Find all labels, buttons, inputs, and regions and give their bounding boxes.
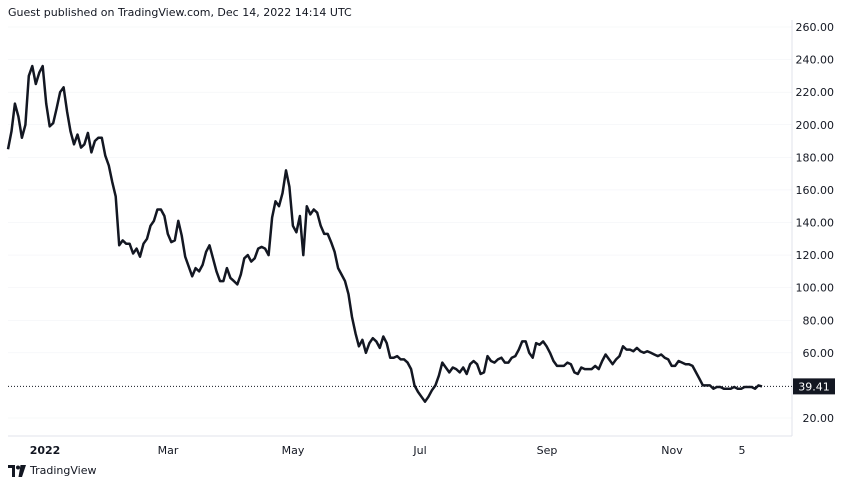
- y-tick-label: 100.00: [796, 282, 835, 295]
- y-tick-label: 160.00: [796, 184, 835, 197]
- last-price-label: 39.41: [793, 378, 835, 395]
- y-tick-label: 20.00: [803, 412, 835, 425]
- x-tick-label: Sep: [537, 444, 558, 457]
- x-tick-label: Jul: [412, 444, 426, 457]
- tradingview-logo-icon: [8, 464, 26, 477]
- y-tick-label: 120.00: [796, 249, 835, 262]
- x-tick-label: Mar: [158, 444, 179, 457]
- price-axis[interactable]: 260.00 240.00 220.00 200.00 180.00 160.00 140.…: [796, 21, 835, 425]
- last-price-label-text: 39.41: [798, 380, 830, 393]
- x-tick-label: 5: [739, 444, 746, 457]
- y-tick-label: 240.00: [796, 54, 835, 67]
- last-price-label-bg: [793, 378, 835, 395]
- y-tick-label: 80.00: [803, 314, 835, 327]
- price-series-line: [6, 64, 763, 403]
- y-tick-label: 140.00: [796, 217, 835, 230]
- footer-brand: TradingView: [30, 464, 97, 477]
- publish-info: Guest published on TradingView.com, Dec …: [8, 6, 352, 19]
- x-tick-label: May: [282, 444, 305, 457]
- y-tick-label: 60.00: [803, 347, 835, 360]
- tradingview-footer: TradingView: [8, 464, 96, 477]
- y-tick-label: 260.00: [796, 21, 835, 34]
- x-tick-label: 2022: [30, 444, 61, 457]
- y-tick-label: 180.00: [796, 151, 835, 164]
- time-axis[interactable]: 2022 Mar May Jul Sep Nov 5: [30, 444, 746, 457]
- grid: [8, 26, 792, 419]
- y-tick-label: 200.00: [796, 119, 835, 132]
- y-tick-label: 220.00: [796, 86, 835, 99]
- x-tick-label: Nov: [661, 444, 683, 457]
